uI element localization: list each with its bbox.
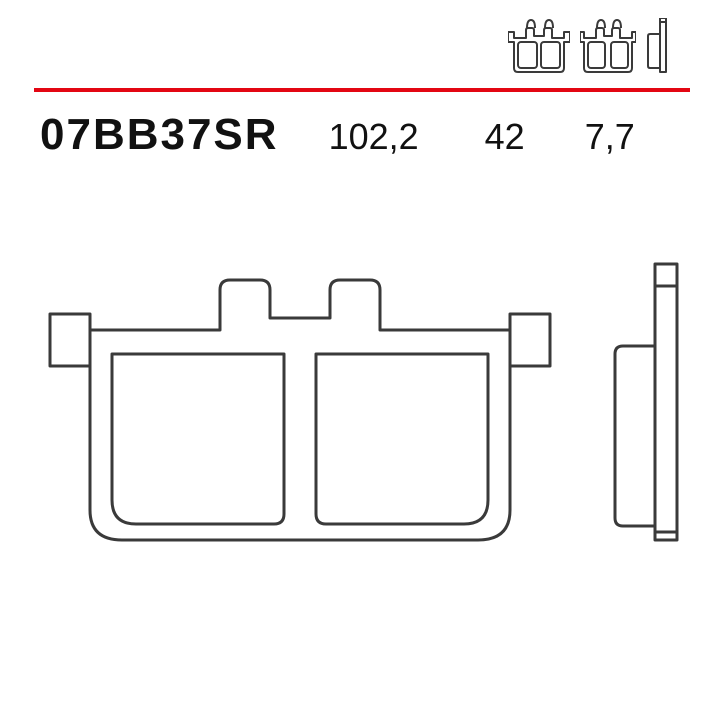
icon-pad-side <box>646 18 668 74</box>
dim-width: 102,2 <box>329 116 419 158</box>
part-number: 07BB37SR <box>40 110 279 160</box>
side-view <box>615 264 677 540</box>
icon-pad-front-narrow <box>580 18 636 74</box>
product-spec-card: 07BB37SR 102,2 42 7,7 <box>0 0 724 724</box>
dim-height: 42 <box>485 116 525 158</box>
technical-drawing <box>0 200 724 640</box>
spec-row: 07BB37SR 102,2 42 7,7 <box>40 110 684 160</box>
front-view <box>50 280 550 540</box>
dimension-icons <box>508 18 668 74</box>
dimensions: 102,2 42 7,7 <box>329 116 635 158</box>
icon-pad-front <box>508 18 570 74</box>
dim-thickness: 7,7 <box>585 116 635 158</box>
divider-rule <box>34 88 690 92</box>
